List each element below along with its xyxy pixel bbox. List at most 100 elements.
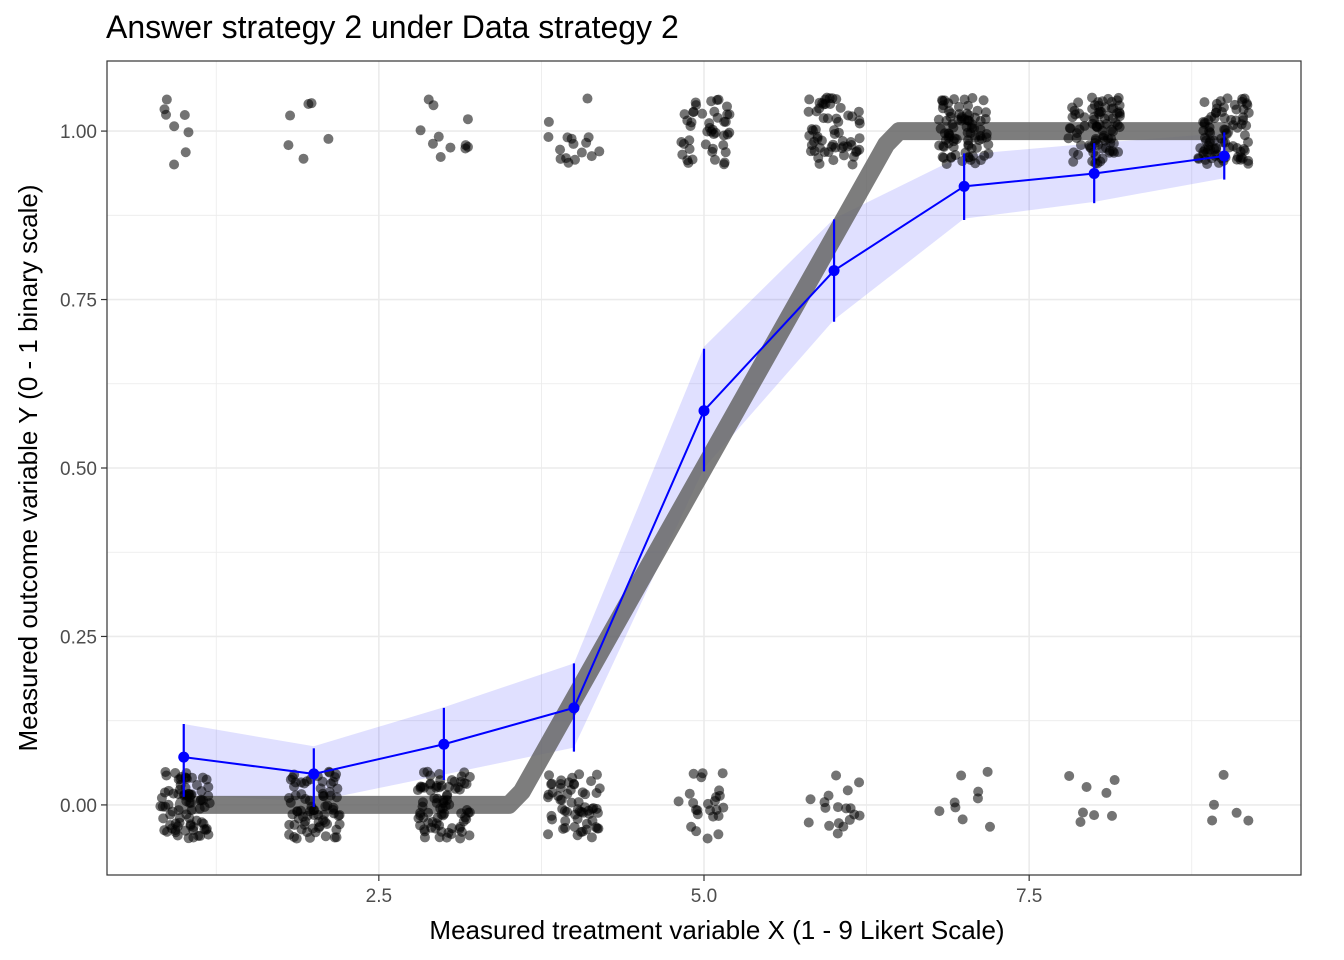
observation-point	[582, 93, 593, 104]
observation-point	[322, 819, 333, 830]
observation-point	[455, 833, 466, 844]
observation-point	[1218, 769, 1229, 780]
observation-point	[447, 823, 458, 834]
observation-point	[543, 116, 554, 127]
observation-point	[576, 147, 587, 158]
observation-point	[159, 787, 170, 798]
observation-point	[546, 779, 557, 790]
observation-point	[953, 101, 964, 112]
observation-point	[581, 818, 592, 829]
observation-point	[560, 815, 571, 826]
observation-point	[180, 147, 191, 158]
observation-point	[544, 770, 555, 781]
observation-point	[594, 146, 605, 157]
observation-point	[1211, 143, 1222, 154]
observation-point	[172, 830, 183, 841]
observation-point	[1199, 97, 1210, 108]
observation-point	[1107, 113, 1118, 124]
observation-point	[824, 820, 835, 831]
observation-point	[180, 825, 191, 836]
observation-point	[704, 122, 715, 133]
observation-point	[683, 157, 694, 168]
observation-point	[459, 767, 470, 778]
observation-point	[547, 814, 558, 825]
x-axis-title: Measured treatment variable X (1 - 9 Lik…	[429, 915, 1004, 945]
observation-point	[1101, 787, 1112, 798]
observation-point	[822, 113, 833, 124]
observation-point	[179, 110, 190, 121]
y-tick-label: 1.00	[60, 122, 97, 143]
observation-point	[543, 132, 554, 143]
observation-point	[811, 106, 822, 117]
observation-point	[806, 124, 817, 135]
observation-point	[673, 796, 684, 807]
observation-point	[586, 832, 597, 843]
observation-point	[1239, 130, 1250, 141]
observation-point	[1106, 810, 1117, 821]
observation-point	[709, 154, 720, 165]
y-tick-label: 0.75	[60, 291, 97, 312]
observation-point	[555, 779, 566, 790]
observation-point	[947, 119, 958, 130]
observation-point	[1241, 98, 1252, 109]
observation-point	[688, 797, 699, 808]
observation-point	[296, 789, 307, 800]
observation-point	[803, 817, 814, 828]
estimate-point	[438, 738, 450, 750]
observation-point	[1067, 112, 1078, 123]
observation-point	[425, 770, 436, 781]
x-tick-label: 7.5	[1016, 886, 1042, 907]
observation-point	[433, 131, 444, 142]
observation-point	[684, 135, 695, 146]
observation-point	[569, 821, 580, 832]
observation-point	[812, 133, 823, 144]
observation-point	[951, 134, 962, 145]
observation-point	[949, 94, 960, 105]
observation-point	[196, 794, 207, 805]
observation-point	[1090, 135, 1101, 146]
observation-point	[676, 137, 687, 148]
observation-point	[169, 121, 180, 132]
observation-point	[298, 153, 309, 164]
observation-point	[948, 141, 959, 152]
observation-point	[169, 159, 180, 170]
observation-point	[1087, 92, 1098, 103]
observation-point	[1106, 96, 1117, 107]
observation-point	[724, 127, 735, 138]
estimate-point	[958, 180, 970, 192]
observation-point	[425, 779, 436, 790]
observation-point	[1100, 142, 1111, 153]
observation-point	[302, 827, 313, 838]
observation-point	[713, 829, 724, 840]
observation-point	[173, 805, 184, 816]
x-tick-label: 2.5	[366, 886, 392, 907]
observation-point	[842, 785, 853, 796]
observation-point	[566, 797, 577, 808]
observation-point	[688, 768, 699, 779]
estimate-point	[568, 702, 580, 714]
observation-point	[1231, 104, 1242, 115]
observation-point	[937, 103, 948, 114]
observation-point	[973, 786, 984, 797]
observation-point	[203, 829, 214, 840]
observation-point	[709, 106, 720, 117]
observation-point	[415, 125, 426, 136]
observation-point	[328, 802, 339, 813]
observation-point	[441, 791, 452, 802]
observation-point	[445, 142, 456, 153]
observation-point	[285, 797, 296, 808]
observation-point	[982, 766, 993, 777]
observation-point	[462, 114, 473, 125]
observation-point	[1073, 97, 1084, 108]
observation-point	[971, 142, 982, 153]
estimate-layer	[178, 132, 1230, 807]
observation-point	[949, 797, 960, 808]
observation-point	[720, 147, 731, 158]
estimate-point	[1088, 168, 1100, 180]
observation-point	[158, 813, 169, 824]
observation-point	[828, 139, 839, 150]
observation-point	[838, 821, 849, 832]
observation-point	[1064, 770, 1075, 781]
observation-point	[300, 816, 311, 827]
observation-point	[717, 768, 728, 779]
